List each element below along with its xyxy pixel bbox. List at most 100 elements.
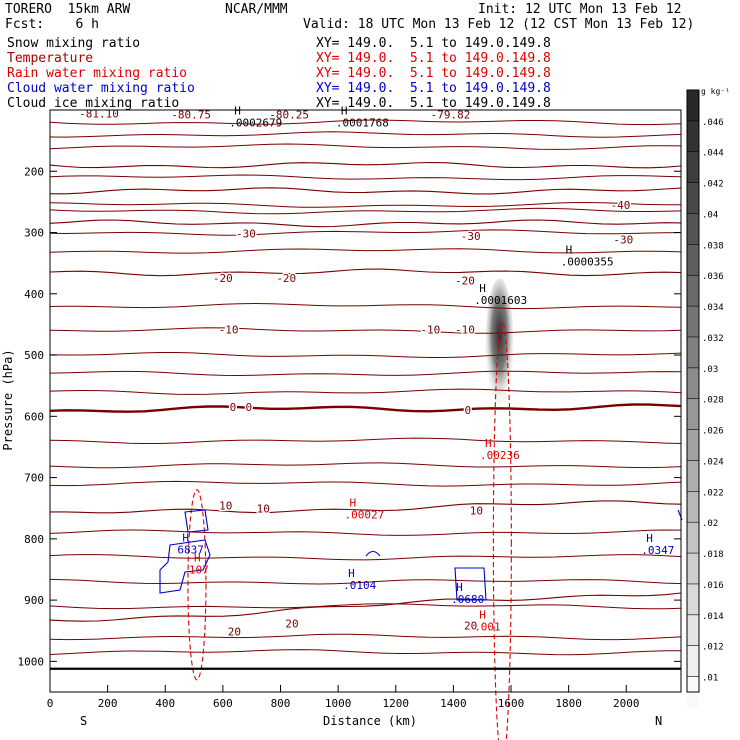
y-tick-label: 700 xyxy=(24,472,44,485)
field-xy-rain: XY= 149.0. 5.1 to 149.0.149.8 xyxy=(316,66,551,81)
maximum-marker: H xyxy=(479,609,486,622)
temperature-contour xyxy=(49,462,682,469)
colorbar-label: .01 xyxy=(702,674,718,684)
y-tick-label: 500 xyxy=(24,349,44,362)
colorbar-label: .044 xyxy=(702,149,724,159)
colorbar-swatch xyxy=(687,213,699,245)
x-tick-label: 400 xyxy=(155,697,175,710)
maximum-value-label: .0680 xyxy=(451,593,484,606)
temperature-contour xyxy=(49,352,682,358)
temperature-contour xyxy=(49,302,682,310)
colorbar-label: .026 xyxy=(702,427,724,437)
maximum-marker: H xyxy=(341,104,348,117)
colorbar-label: .03 xyxy=(702,365,718,375)
colorbar-swatch xyxy=(687,90,699,122)
colorbar-swatch xyxy=(687,522,699,554)
colorbar-swatch xyxy=(687,398,699,431)
temperature-contour xyxy=(49,248,682,254)
snow-plume xyxy=(485,278,514,405)
temperature-label: -30 xyxy=(613,234,633,247)
maximum-marker: H xyxy=(234,104,241,117)
x-tick-label: 800 xyxy=(271,697,291,710)
temperature-contour xyxy=(49,268,682,277)
colorbar-label: .016 xyxy=(702,581,724,591)
temperature-contour xyxy=(49,131,682,138)
colorbar-label: .032 xyxy=(702,334,724,344)
field-label-cloud-water: Cloud water mixing ratio xyxy=(7,81,195,96)
colorbar-swatch xyxy=(687,244,699,276)
maximum-marker: H xyxy=(485,437,492,450)
colorbar-swatch xyxy=(687,367,699,400)
y-tick-label: 200 xyxy=(24,165,44,178)
rain-contour xyxy=(492,321,512,740)
temperature-label: -20 xyxy=(213,272,233,285)
temperature-contour xyxy=(49,201,681,208)
x-tick-label: 1400 xyxy=(440,697,467,710)
x-tick-label: 0 xyxy=(47,697,54,710)
maximum-value-label: .0001603 xyxy=(474,294,527,307)
maximum-value-label: .00027 xyxy=(345,508,385,521)
colorbar-label: .024 xyxy=(702,457,724,467)
y-tick-label: 1000 xyxy=(18,655,45,668)
maximum-value-label: .0104 xyxy=(343,579,376,592)
colorbar-label: .034 xyxy=(702,303,724,313)
y-tick-label: 300 xyxy=(24,227,44,240)
south-end-label: S xyxy=(80,714,87,728)
temperature-label: -30 xyxy=(236,227,256,240)
x-tick-label: 200 xyxy=(98,697,118,710)
colorbar-swatch xyxy=(687,306,699,338)
colorbar-label: .04 xyxy=(702,210,718,220)
colorbar-label: .038 xyxy=(702,241,724,251)
maximum-value-label: .0001768 xyxy=(336,116,389,129)
temperature-contour xyxy=(49,529,682,536)
maximum-marker: H xyxy=(182,531,189,544)
colorbar-swatch xyxy=(687,491,699,523)
temperature-label: -10 xyxy=(455,324,475,337)
maximum-marker: H xyxy=(646,532,653,545)
temperature-label: -80.25 xyxy=(269,109,309,122)
temperature-contour xyxy=(49,370,682,377)
temperature-label: -10 xyxy=(420,324,440,337)
temperature-label: -10 xyxy=(219,324,239,337)
colorbar-label: .018 xyxy=(702,550,724,560)
colorbar-label: .042 xyxy=(702,180,724,190)
field-xy-cloud-ice: XY= 149.0. 5.1 to 149.0.149.8 xyxy=(316,96,551,111)
temperature-contour xyxy=(50,500,682,514)
init-time: Init: 12 UTC Mon 13 Feb 12 xyxy=(478,2,682,17)
forecast-hour: Fcst: 6 h xyxy=(5,17,99,32)
temperature-contour xyxy=(49,603,682,610)
temperature-contour xyxy=(49,388,682,395)
colorbar-swatch xyxy=(687,429,699,461)
colorbar-swatch xyxy=(687,645,699,678)
temperature-label: 0 xyxy=(464,404,471,417)
y-tick-label: 800 xyxy=(24,533,44,546)
temperature-label: 0 xyxy=(245,401,252,414)
colorbar-label: .014 xyxy=(702,612,724,622)
temperature-label: 10 xyxy=(257,502,270,515)
temperature-contour xyxy=(49,119,682,126)
field-label-snow: Snow mixing ratio xyxy=(7,36,141,51)
valid-time: Valid: 18 UTC Mon 13 Feb 12 (12 CST Mon … xyxy=(303,17,695,32)
colorbar-label: .022 xyxy=(702,488,724,498)
colorbar-label: .028 xyxy=(702,396,724,406)
colorbar-swatch xyxy=(687,182,699,214)
y-axis-label: Pressure (hPa) xyxy=(1,349,15,450)
temperature-label: -79.82 xyxy=(431,109,471,122)
cloud-water-contour xyxy=(184,509,209,533)
colorbar-label: .046 xyxy=(702,118,724,128)
temperature-label: 20 xyxy=(285,618,298,631)
maximum-marker: H xyxy=(479,282,486,295)
colorbar-label: .036 xyxy=(702,272,724,282)
temperature-label: -20 xyxy=(455,275,475,288)
field-xy-cloud-water: XY= 149.0. 5.1 to 149.0.149.8 xyxy=(316,81,551,96)
colorbar-frame xyxy=(686,89,700,693)
temperature-label: -20 xyxy=(276,272,296,285)
maximum-marker: H xyxy=(348,567,355,580)
maximum-value-label: .0347 xyxy=(641,544,674,557)
center-name: NCAR/MMM xyxy=(225,2,288,17)
temperature-label: 0 xyxy=(230,401,237,414)
colorbar-swatch xyxy=(687,120,699,153)
maximum-marker: H xyxy=(350,496,357,509)
temperature-label: -30 xyxy=(461,230,481,243)
